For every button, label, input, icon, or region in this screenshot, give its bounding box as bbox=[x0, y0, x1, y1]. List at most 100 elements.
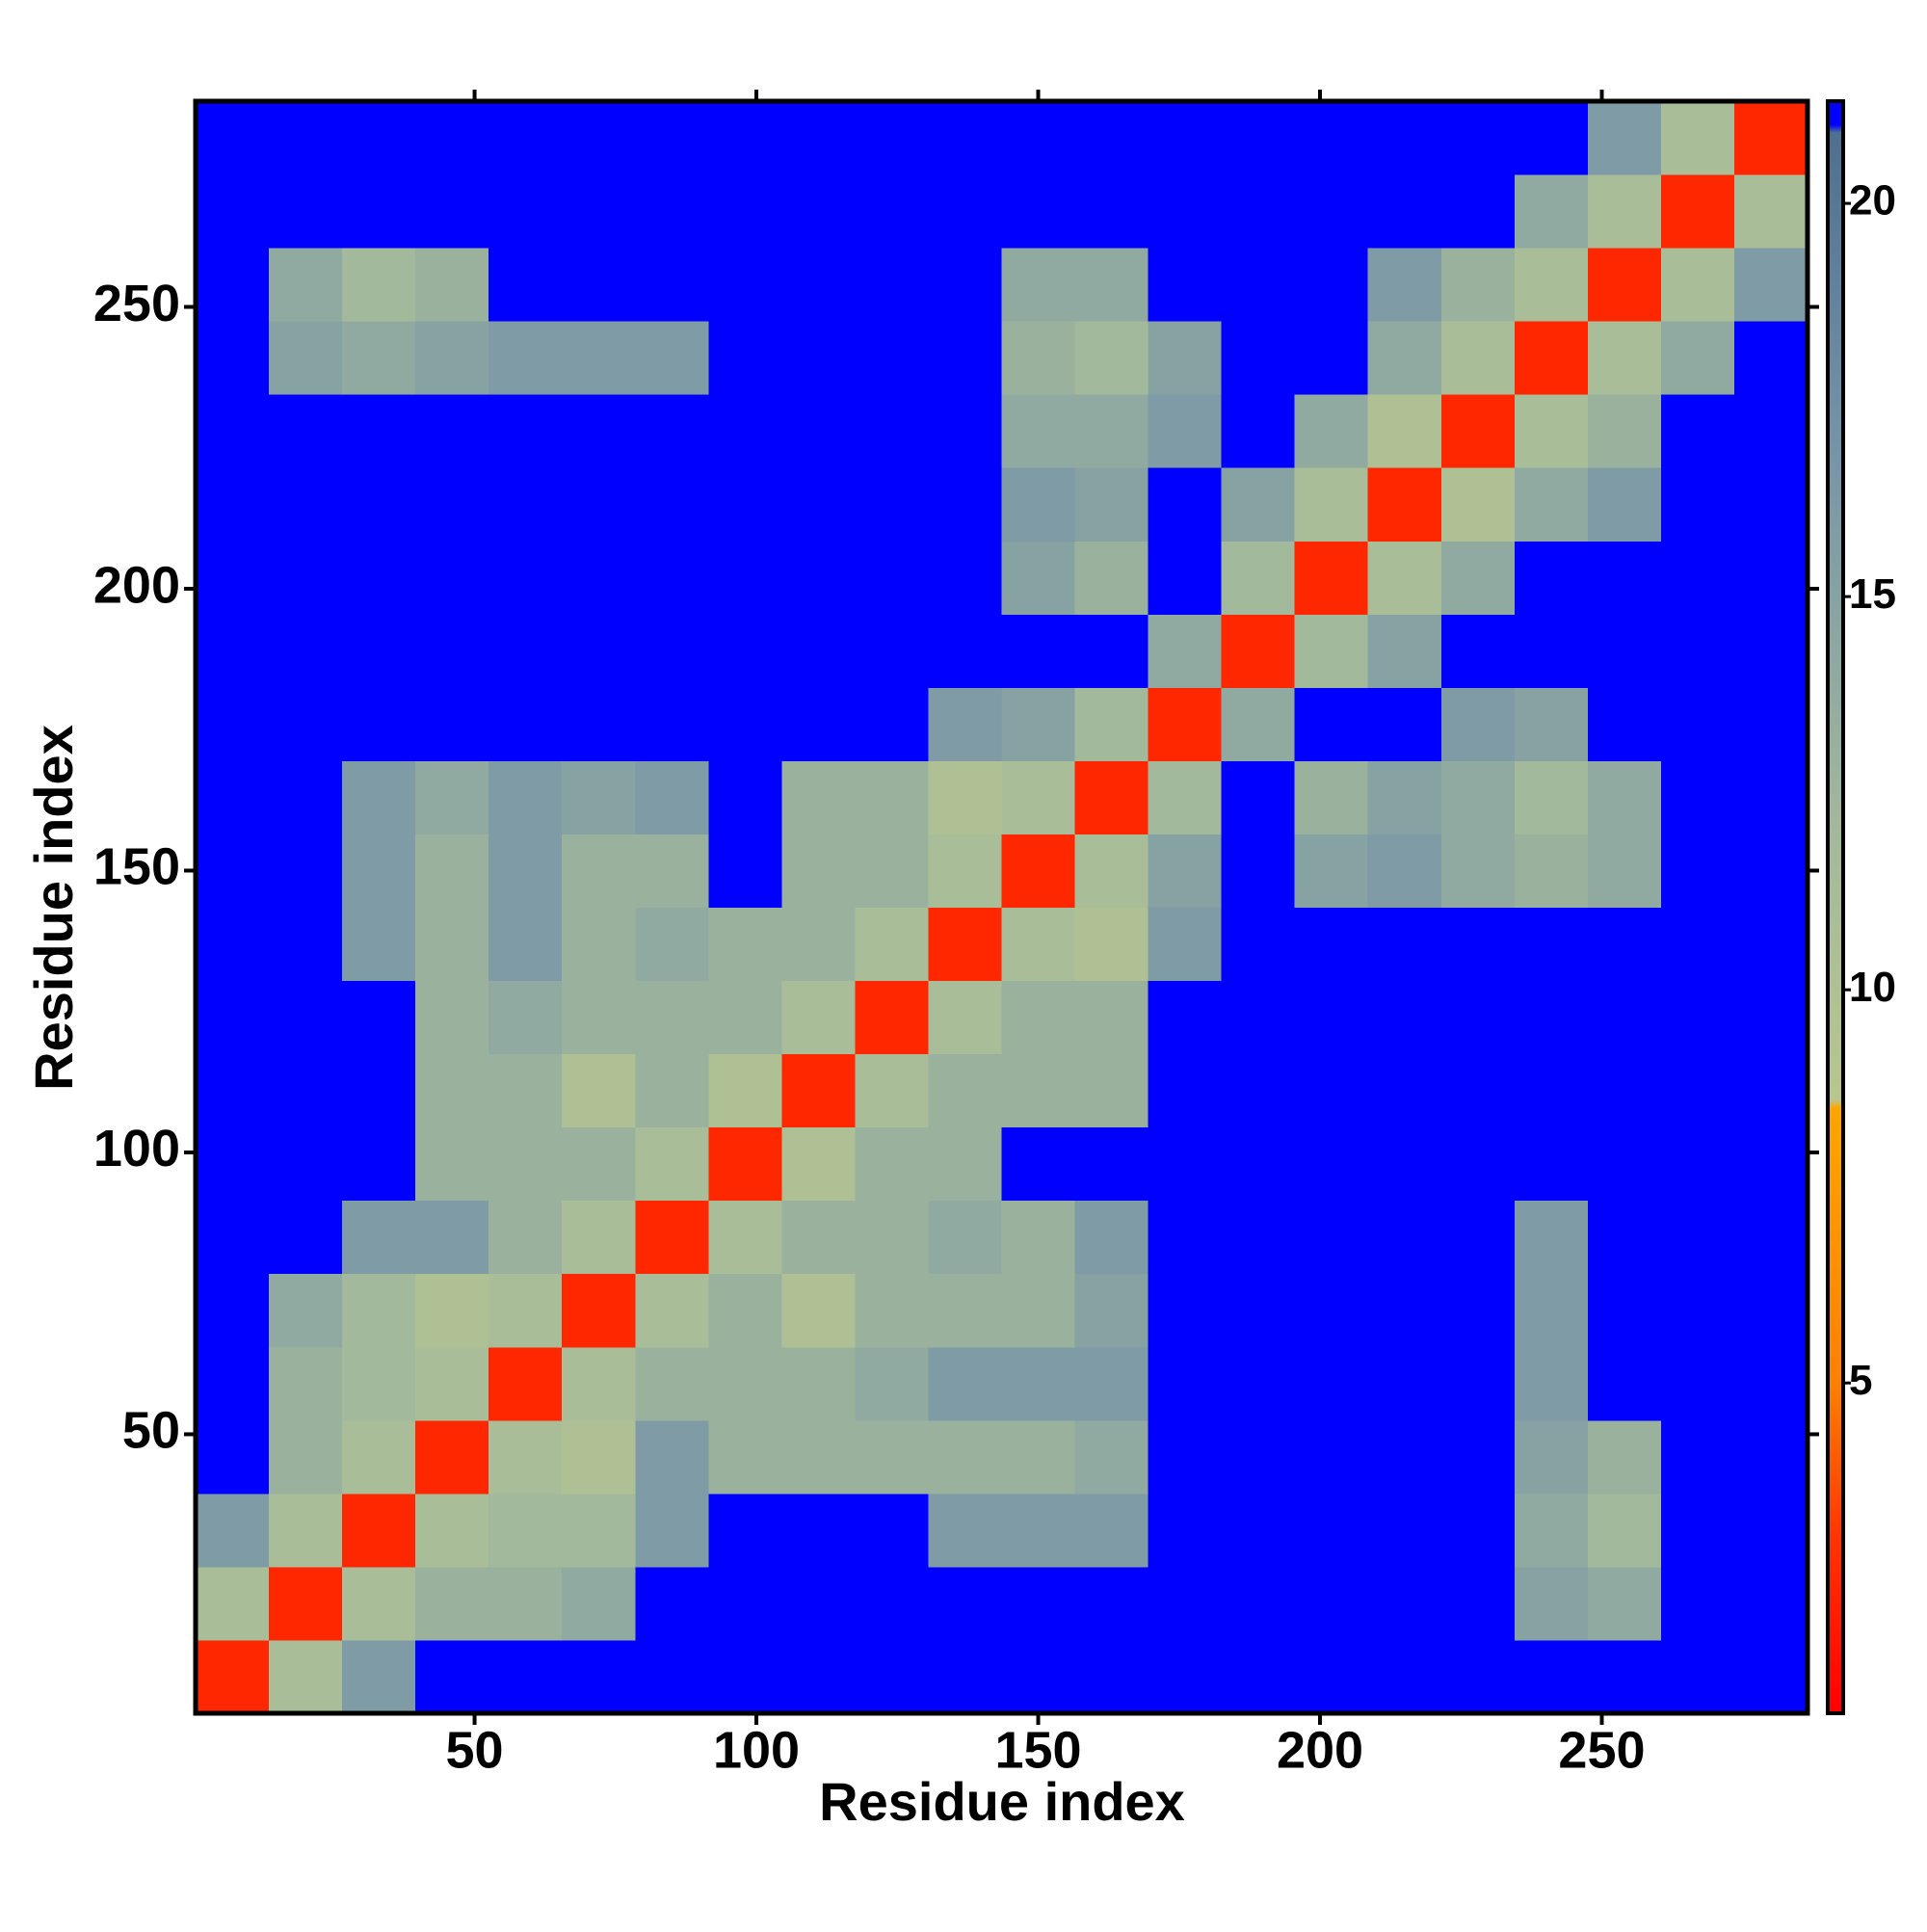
cell bbox=[1587, 907, 1662, 982]
cell bbox=[562, 614, 636, 688]
cell bbox=[1440, 174, 1516, 249]
cell bbox=[1074, 101, 1149, 175]
cell bbox=[1587, 1566, 1662, 1641]
cell bbox=[1001, 394, 1076, 468]
cell bbox=[635, 1639, 709, 1714]
cell bbox=[855, 614, 929, 688]
cell bbox=[1587, 174, 1662, 249]
cell bbox=[1221, 1346, 1296, 1421]
cell bbox=[635, 1566, 709, 1641]
cell bbox=[1587, 1200, 1662, 1275]
cell bbox=[928, 1639, 1002, 1714]
cell bbox=[781, 1346, 856, 1421]
cell bbox=[269, 907, 343, 982]
cell bbox=[928, 541, 1002, 615]
cell bbox=[855, 248, 929, 322]
cell bbox=[928, 834, 1002, 908]
cell bbox=[488, 1273, 563, 1348]
cell bbox=[855, 1053, 929, 1128]
cell bbox=[1587, 1053, 1662, 1128]
cell bbox=[196, 394, 270, 468]
cell bbox=[415, 174, 489, 249]
cell bbox=[415, 1639, 489, 1714]
cell bbox=[855, 1126, 929, 1202]
cell bbox=[1294, 1346, 1369, 1421]
cell bbox=[928, 394, 1002, 468]
y-tick-label: 250 bbox=[93, 275, 180, 332]
cell bbox=[781, 321, 856, 395]
cell bbox=[415, 541, 489, 615]
cell bbox=[1514, 760, 1589, 834]
cell bbox=[928, 1126, 1002, 1202]
cell bbox=[781, 1566, 856, 1641]
cell bbox=[1294, 614, 1369, 688]
cell bbox=[708, 394, 782, 468]
cell bbox=[1221, 321, 1296, 395]
cell bbox=[1733, 248, 1808, 322]
cell bbox=[708, 1566, 782, 1641]
cell bbox=[1660, 1273, 1735, 1348]
cell bbox=[415, 614, 489, 688]
cell bbox=[1001, 1566, 1076, 1641]
cell bbox=[1440, 1566, 1516, 1641]
cell bbox=[1440, 1126, 1516, 1202]
cell bbox=[1001, 541, 1076, 615]
cell bbox=[342, 980, 416, 1055]
cell bbox=[415, 1053, 489, 1128]
cell bbox=[1660, 907, 1735, 982]
cell bbox=[1660, 101, 1735, 175]
cell bbox=[1440, 541, 1516, 615]
cell bbox=[1367, 980, 1442, 1055]
cell bbox=[1221, 394, 1296, 468]
cell bbox=[928, 1200, 1002, 1275]
cell bbox=[708, 321, 782, 395]
cell bbox=[415, 1493, 489, 1568]
cell bbox=[1587, 1273, 1662, 1348]
cell bbox=[708, 1053, 782, 1128]
cell bbox=[635, 980, 709, 1055]
cell bbox=[1514, 1639, 1589, 1714]
cell bbox=[781, 174, 856, 249]
cell bbox=[269, 980, 343, 1055]
cell bbox=[415, 467, 489, 542]
cell bbox=[1660, 467, 1735, 542]
cell bbox=[1367, 1273, 1442, 1348]
cell bbox=[1367, 907, 1442, 982]
cell bbox=[928, 614, 1002, 688]
cell bbox=[196, 174, 270, 249]
cell bbox=[488, 1126, 563, 1202]
cell bbox=[1001, 907, 1076, 982]
cell bbox=[1148, 174, 1223, 249]
colorbar-tick-label: 20 bbox=[1849, 177, 1896, 225]
cell bbox=[1001, 760, 1076, 834]
cell bbox=[1587, 394, 1662, 468]
cell bbox=[1294, 980, 1369, 1055]
cell bbox=[1440, 907, 1516, 982]
cell bbox=[1733, 1200, 1808, 1275]
cell bbox=[1440, 1419, 1516, 1495]
cell bbox=[1221, 980, 1296, 1055]
cell bbox=[342, 1200, 416, 1275]
cell bbox=[635, 1419, 709, 1495]
cell bbox=[1221, 467, 1296, 542]
cell bbox=[855, 687, 929, 761]
cell bbox=[342, 1126, 416, 1202]
cell bbox=[562, 687, 636, 761]
cell bbox=[1440, 1639, 1516, 1714]
cell bbox=[781, 907, 856, 982]
cell bbox=[1514, 101, 1589, 175]
cell bbox=[1074, 907, 1149, 982]
cell bbox=[1001, 174, 1076, 249]
cell bbox=[1367, 1126, 1442, 1202]
cell bbox=[562, 1639, 636, 1714]
cell bbox=[1660, 1639, 1735, 1714]
cell bbox=[562, 1566, 636, 1641]
cell bbox=[488, 174, 563, 249]
cell bbox=[1074, 174, 1149, 249]
cell bbox=[1148, 467, 1223, 542]
x-tick-label: 150 bbox=[994, 1721, 1081, 1779]
cell bbox=[415, 101, 489, 175]
cell bbox=[342, 1493, 416, 1568]
cell bbox=[781, 687, 856, 761]
